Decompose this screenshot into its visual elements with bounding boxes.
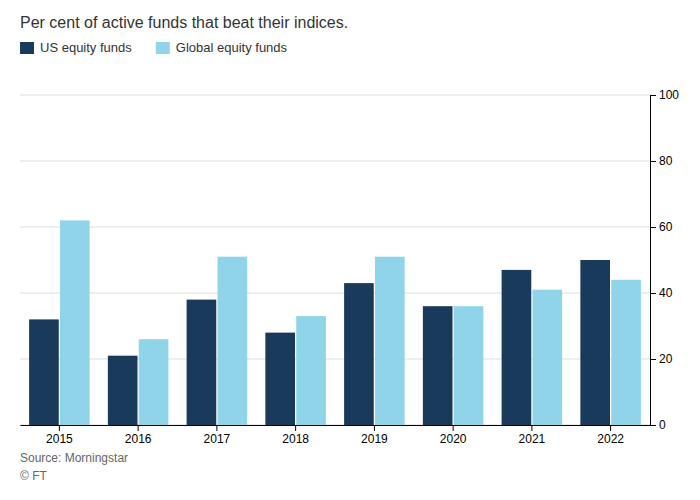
x-tick-mark (374, 425, 375, 431)
bar (139, 339, 169, 425)
grid-line (20, 161, 650, 162)
bars (29, 220, 641, 425)
y-tick: 100 (650, 88, 679, 102)
y-tick-mark (650, 227, 656, 228)
bar (502, 270, 532, 425)
y-tick-label: 40 (659, 286, 673, 300)
bar (580, 260, 610, 425)
legend: US equity funds Global equity funds (20, 40, 288, 55)
bar (217, 257, 247, 425)
y-tick: 80 (650, 154, 673, 168)
x-tick-label: 2021 (519, 432, 546, 446)
x-tick: 2020 (440, 425, 467, 446)
x-tick-label: 2020 (440, 432, 467, 446)
y-tick-label: 60 (659, 220, 673, 234)
x-tick: 2017 (204, 425, 231, 446)
legend-item: Global equity funds (156, 40, 288, 55)
x-tick-mark (531, 425, 532, 431)
y-tick: 60 (650, 220, 673, 234)
x-tick: 2022 (597, 425, 624, 446)
y-tick-mark (650, 425, 656, 426)
bar (187, 300, 217, 425)
legend-swatch (20, 42, 34, 54)
bar (454, 306, 484, 425)
chart: Per cent of active funds that beat their… (0, 0, 700, 500)
x-tick-label: 2018 (282, 432, 309, 446)
x-tick-mark (610, 425, 611, 431)
y-tick-label: 0 (659, 418, 666, 432)
y-tick-label: 100 (659, 88, 679, 102)
bar (29, 319, 59, 425)
grid-line (20, 227, 650, 228)
title: Per cent of active funds that beat their… (20, 14, 348, 31)
bar (532, 290, 562, 425)
legend-item: US equity funds (20, 40, 132, 55)
x-tick: 2016 (125, 425, 152, 446)
x-tick-label: 2017 (204, 432, 231, 446)
y-tick: 20 (650, 352, 673, 366)
x-tick-mark (138, 425, 139, 431)
x-axis-line (21, 425, 651, 426)
y-axis: 0 20 40 60 80 100 (650, 88, 679, 432)
grid-line (20, 95, 650, 96)
x-tick: 2019 (361, 425, 388, 446)
x-tick-label: 2015 (46, 432, 73, 446)
bar (423, 306, 453, 425)
y-tick-mark (650, 95, 656, 96)
x-tick-mark (295, 425, 296, 431)
x-tick: 2018 (282, 425, 309, 446)
x-tick-mark (59, 425, 60, 431)
y-tick: 40 (650, 286, 673, 300)
y-axis-line (651, 96, 657, 426)
x-axis: 2015 2016 2017 2018 2019 2020 2021 2022 (21, 425, 651, 446)
bar-series (29, 260, 610, 425)
bar (60, 220, 90, 425)
y-tick-label: 80 (659, 154, 673, 168)
x-tick-label: 2022 (597, 432, 624, 446)
plot: 2015 2016 2017 2018 2019 2020 2021 2022 0 20 40 60 8… (20, 88, 679, 445)
legend-swatch (156, 42, 170, 54)
x-tick: 2015 (46, 425, 73, 446)
y-tick-label: 20 (659, 352, 673, 366)
bar (611, 280, 641, 425)
x-tick-label: 2019 (361, 432, 388, 446)
bar-series (60, 220, 641, 425)
y-tick-mark (650, 161, 656, 162)
grid (20, 95, 650, 425)
y-tick: 0 (650, 418, 666, 432)
bar (344, 283, 374, 425)
bar (265, 333, 295, 425)
annotation: Source: Morningstar (20, 451, 128, 465)
bar (375, 257, 405, 425)
y-tick-mark (650, 293, 656, 294)
x-tick-label: 2016 (125, 432, 152, 446)
legend-label: US equity funds (40, 40, 132, 55)
legend-label: Global equity funds (176, 40, 288, 55)
bar (296, 316, 326, 425)
x-tick-mark (453, 425, 454, 431)
x-tick-mark (216, 425, 217, 431)
bar (108, 356, 138, 425)
annotation: © FT (20, 469, 48, 483)
x-tick: 2021 (519, 425, 546, 446)
y-tick-mark (650, 359, 656, 360)
